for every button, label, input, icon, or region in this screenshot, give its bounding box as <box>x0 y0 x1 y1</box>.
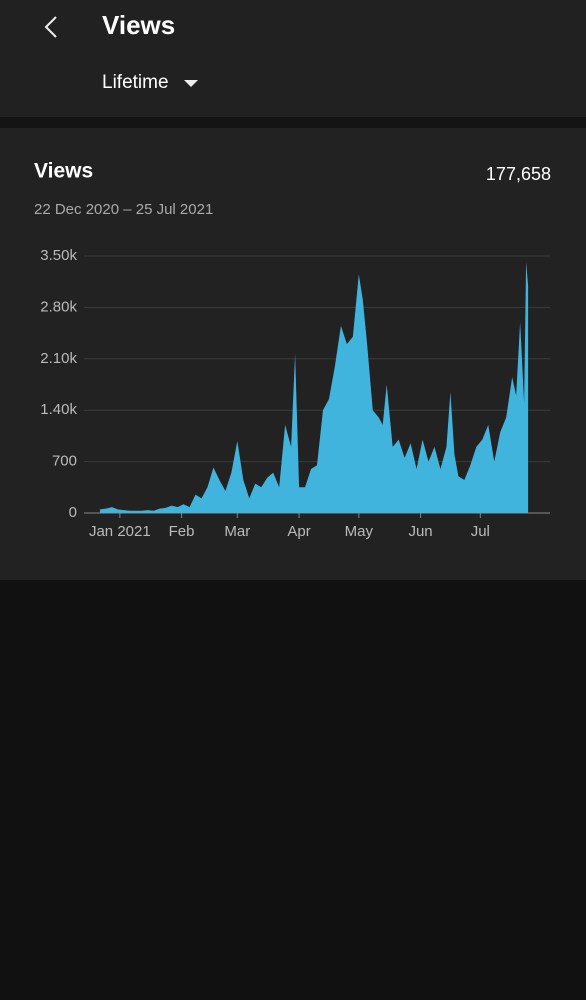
x-tick-label: Jul <box>471 523 490 540</box>
date-range: 22 Dec 2020 – 25 Jul 2021 <box>34 201 213 218</box>
y-tick-label: 2.80k <box>40 298 77 315</box>
lifetime-dropdown[interactable]: Lifetime <box>102 72 198 93</box>
y-tick-label: 700 <box>52 453 77 470</box>
x-tick-label: Jan 2021 <box>89 523 151 540</box>
y-tick-label: 2.10k <box>40 350 77 367</box>
x-tick-label: May <box>345 523 374 540</box>
app-bar <box>0 0 586 117</box>
y-tick-label: 1.40k <box>40 401 77 418</box>
x-tick-label: Mar <box>224 523 250 540</box>
y-tick-label: 3.50k <box>40 247 77 264</box>
y-tick-label: 0 <box>69 504 77 521</box>
page-title: Views <box>102 10 175 40</box>
dropdown-arrow[interactable] <box>184 80 198 87</box>
x-tick-label: Feb <box>169 523 195 540</box>
x-tick-label: Apr <box>287 523 310 540</box>
card-title: Views <box>34 160 93 183</box>
back-button[interactable] <box>30 8 70 48</box>
back-icon[interactable] <box>44 16 57 38</box>
total-views: 177,658 <box>486 164 551 184</box>
filter-label[interactable]: Lifetime <box>102 72 169 93</box>
views-area <box>99 261 529 513</box>
x-tick-label: Jun <box>408 523 432 540</box>
divider <box>0 117 586 128</box>
back-hit-area[interactable] <box>30 8 70 48</box>
